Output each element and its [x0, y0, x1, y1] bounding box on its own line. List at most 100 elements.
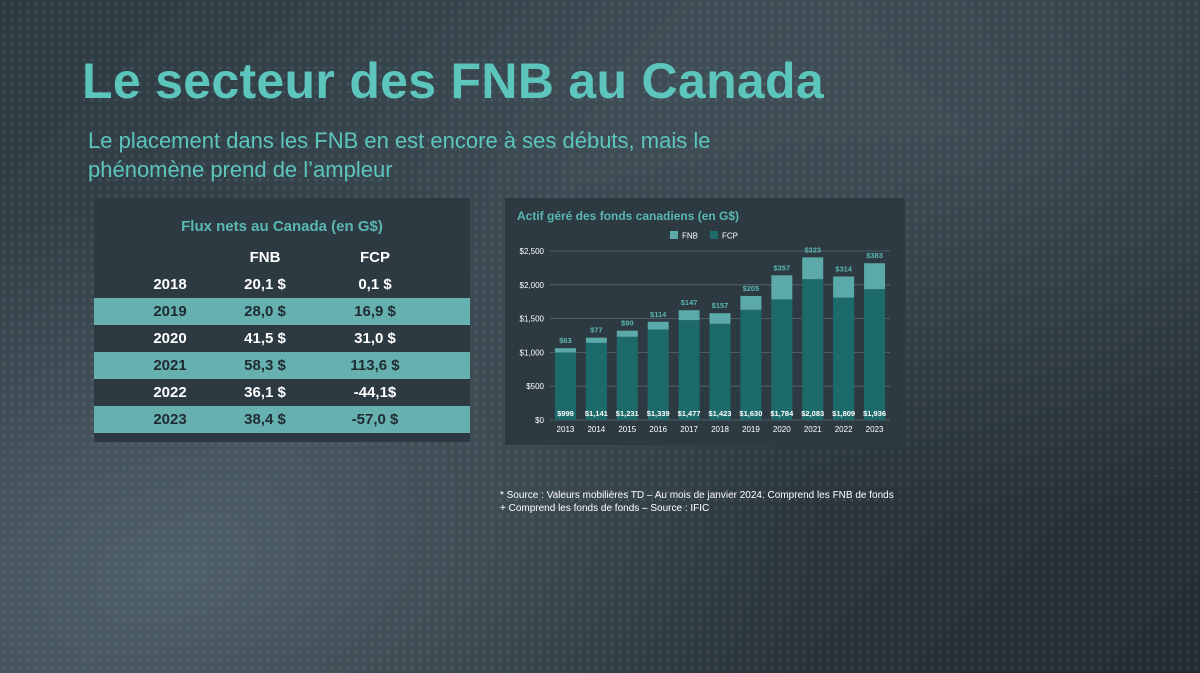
table-row: 2022 36,1 $ -44,1$ — [94, 379, 470, 406]
table-cell-fnb: 38,4 $ — [244, 411, 286, 428]
bar-fnb-2018 — [709, 313, 731, 324]
data-label-fnb-2021: $323 — [804, 245, 821, 254]
y-tick-label: $1,500 — [520, 315, 545, 324]
bar-fcp-2013 — [554, 352, 576, 420]
table-header-fnb: FNB — [249, 249, 281, 266]
page-title: Le secteur des FNB au Canada — [82, 53, 824, 109]
table-row: 2021 58,3 $ 113,6 $ — [94, 352, 470, 379]
bar-fnb-2017 — [678, 310, 700, 321]
legend-label-fcp: FCP — [722, 232, 738, 241]
data-label-fcp-2022: $1,809 — [832, 409, 855, 418]
data-label-fcp-2017: $1,477 — [678, 409, 701, 418]
aum-chart-panel: Actif géré des fonds canadiens (en G$) FN… — [505, 198, 905, 445]
table-cell-fnb: 58,3 $ — [244, 357, 286, 374]
bar-fnb-2016 — [647, 321, 669, 330]
table-cell-fcp: 113,6 $ — [350, 357, 400, 374]
bar-fcp-2020 — [771, 299, 793, 420]
table-cell-fcp: 16,9 $ — [354, 303, 396, 320]
data-label-fnb-2013: $63 — [559, 336, 572, 345]
bar-fnb-2023 — [864, 263, 886, 290]
y-tick-label: $2,500 — [520, 247, 545, 256]
data-label-fnb-2022: $314 — [835, 264, 853, 273]
y-tick-label: $1,000 — [520, 348, 545, 357]
data-label-fnb-2019: $205 — [743, 284, 760, 293]
bar-fnb-2015 — [616, 330, 638, 337]
x-tick-label-2016: 2016 — [649, 425, 667, 434]
bar-fnb-2014 — [585, 337, 607, 343]
bar-fnb-2013 — [554, 348, 576, 353]
bar-fcp-2021 — [802, 279, 824, 420]
x-tick-label-2021: 2021 — [804, 425, 822, 434]
bar-fcp-2014 — [585, 342, 607, 420]
bar-fcp-2017 — [678, 320, 700, 420]
bar-fnb-2019 — [740, 295, 762, 310]
y-tick-label: $0 — [535, 416, 544, 425]
data-label-fcp-2015: $1,231 — [616, 409, 639, 418]
x-tick-label-2014: 2014 — [587, 425, 605, 434]
table-cell-year: 2021 — [153, 357, 187, 374]
data-label-fnb-2020: $357 — [773, 263, 790, 272]
data-label-fcp-2014: $1,141 — [585, 409, 608, 418]
page-subtitle: Le placement dans les FNB en est encore … — [88, 128, 711, 182]
table-cell-fnb: 41,5 $ — [244, 330, 286, 347]
data-label-fcp-2016: $1,339 — [647, 409, 670, 418]
table-cell-fcp: -44,1$ — [353, 384, 397, 401]
x-tick-label-2017: 2017 — [680, 425, 698, 434]
table-cell-year: 2018 — [153, 276, 187, 293]
bar-fnb-2020 — [771, 275, 793, 300]
table-cell-year: 2022 — [153, 384, 187, 401]
data-label-fcp-2013: $999 — [557, 409, 574, 418]
data-label-fcp-2023: $1,936 — [863, 409, 886, 418]
table-row: 2018 20,1 $ 0,1 $ — [94, 271, 470, 298]
legend-label-fnb: FNB — [682, 232, 698, 241]
bar-fcp-2019 — [740, 309, 762, 420]
table-header-fcp: FCP — [360, 249, 390, 266]
data-label-fnb-2014: $77 — [590, 326, 603, 335]
legend-swatch-fcp — [710, 231, 718, 239]
x-tick-label-2022: 2022 — [835, 425, 853, 434]
table-row: 2020 41,5 $ 31,0 $ — [94, 325, 470, 352]
data-label-fcp-2021: $2,083 — [801, 409, 824, 418]
table-title: Flux nets au Canada (en G$) — [181, 218, 383, 235]
bar-fcp-2016 — [647, 329, 669, 420]
data-label-fcp-2019: $1,630 — [739, 409, 762, 418]
table-cell-fnb: 20,1 $ — [244, 276, 286, 293]
bar-fnb-2021 — [802, 257, 824, 280]
data-label-fnb-2016: $114 — [650, 310, 667, 319]
source-footnote: * Source : Valeurs mobilières TD – Au mo… — [500, 489, 920, 515]
table-header-row: FNB FCP — [94, 248, 470, 268]
table-cell-fnb: 28,0 $ — [244, 303, 286, 320]
table-cell-year: 2019 — [153, 303, 187, 320]
data-label-fnb-2018: $157 — [712, 301, 729, 310]
footnote-line-2: + Comprend les fonds de fonds – Source :… — [500, 503, 710, 514]
bar-fcp-2015 — [616, 336, 638, 420]
bar-fcp-2022 — [833, 297, 855, 420]
bar-fcp-2018 — [709, 323, 731, 420]
aum-stacked-bar-chart: Actif géré des fonds canadiens (en G$) FN… — [517, 209, 890, 434]
y-tick-label: $2,000 — [520, 281, 545, 290]
data-label-fnb-2015: $90 — [621, 319, 634, 328]
chart-title: Actif géré des fonds canadiens (en G$) — [517, 209, 739, 223]
bar-fnb-2022 — [833, 276, 855, 298]
x-tick-label-2018: 2018 — [711, 425, 729, 434]
table-cell-fcp: -57,0 $ — [351, 411, 399, 428]
net-flows-table: Flux nets au Canada (en G$) FNB FCP 2018… — [94, 198, 470, 442]
x-tick-label-2020: 2020 — [773, 425, 791, 434]
table-cell-fcp: 31,0 $ — [354, 330, 396, 347]
x-tick-label-2015: 2015 — [618, 425, 636, 434]
table-row: 2023 38,4 $ -57,0 $ — [94, 406, 470, 433]
data-label-fnb-2017: $147 — [681, 298, 698, 307]
x-tick-label-2023: 2023 — [866, 425, 884, 434]
table-cell-fcp: 0,1 $ — [358, 276, 392, 293]
data-label-fcp-2018: $1,423 — [709, 409, 732, 418]
x-tick-label-2019: 2019 — [742, 425, 760, 434]
table-cell-year: 2020 — [153, 330, 187, 347]
data-label-fnb-2023: $383 — [866, 251, 883, 260]
table-cell-fnb: 36,1 $ — [244, 384, 286, 401]
data-label-fcp-2020: $1,784 — [770, 409, 794, 418]
bar-fcp-2023 — [864, 289, 886, 420]
y-tick-label: $500 — [526, 382, 544, 391]
x-tick-label-2013: 2013 — [557, 425, 575, 434]
table-cell-year: 2023 — [153, 411, 187, 428]
legend-swatch-fnb — [670, 231, 678, 239]
